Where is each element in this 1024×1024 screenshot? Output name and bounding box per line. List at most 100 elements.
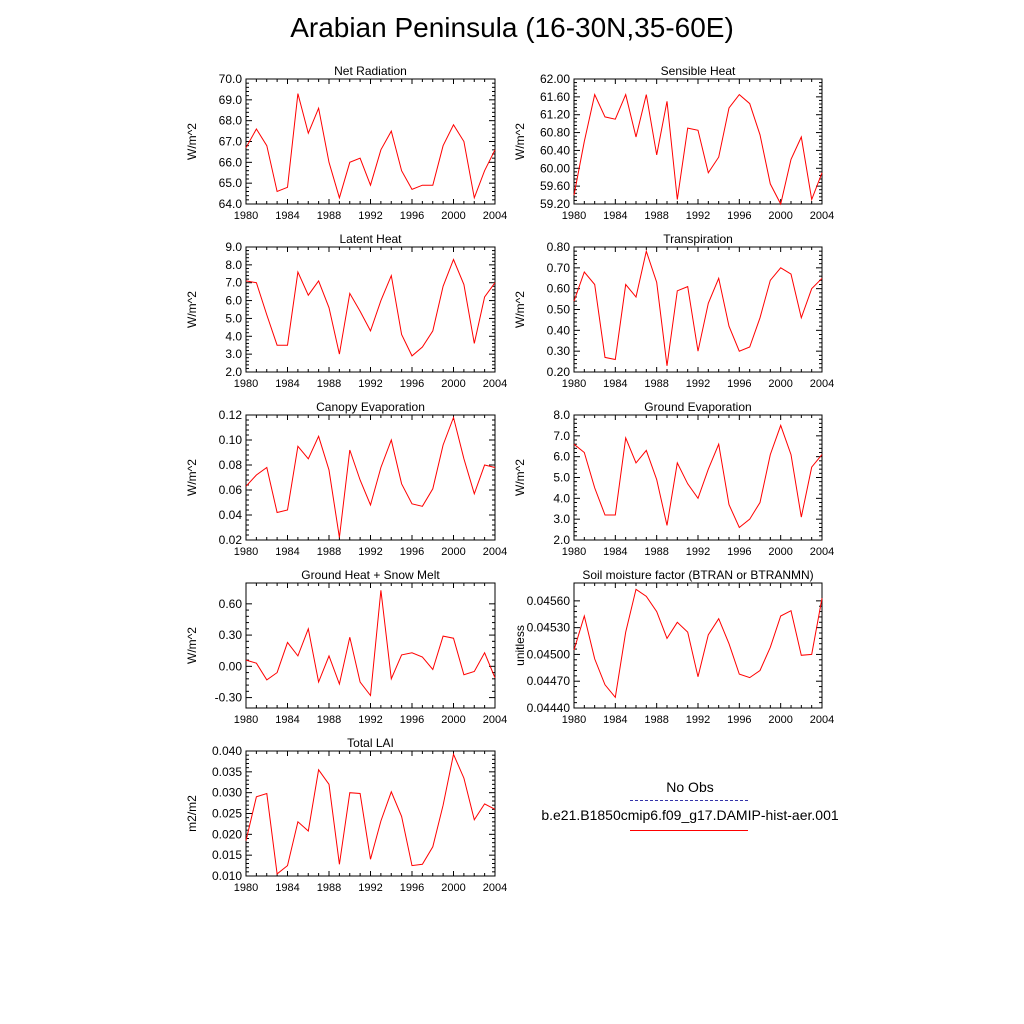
y-tick-label: 0.30 [547, 344, 571, 358]
plot-frame [245, 246, 496, 373]
panel-title: Sensible Heat [661, 64, 736, 78]
y-tick-label: 70.0 [219, 72, 243, 86]
y-axis-label: W/m^2 [185, 627, 199, 664]
y-tick-label: 0.04500 [527, 647, 571, 661]
x-tick-label: 2004 [483, 546, 507, 558]
y-tick-label: 0.04470 [527, 674, 571, 688]
x-tick-label: 1996 [727, 546, 751, 558]
y-tick-label: 0.10 [219, 433, 243, 447]
y-tick-label: 3.0 [553, 512, 570, 526]
x-tick-label: 1984 [275, 546, 299, 558]
y-tick-label: 0.04 [219, 508, 243, 522]
panel-title: Canopy Evaporation [316, 400, 425, 414]
y-tick-label: 0.06 [219, 483, 243, 497]
y-tick-label: 0.30 [219, 628, 243, 642]
plot-frame [573, 414, 823, 541]
x-tick-label: 1988 [644, 714, 668, 726]
y-tick-label: 67.0 [219, 135, 243, 149]
y-axis-label: W/m^2 [185, 123, 199, 160]
x-tick-label: 2000 [441, 882, 465, 894]
y-tick-label: 0.02 [219, 533, 243, 547]
plot-frame [245, 582, 496, 709]
x-tick-label: 1996 [400, 210, 424, 222]
x-tick-label: 2000 [441, 546, 465, 558]
x-tick-label: 1980 [562, 546, 586, 558]
y-tick-label: 61.20 [540, 108, 570, 122]
y-tick-label: 64.0 [219, 197, 243, 211]
y-tick-label: 5.0 [553, 471, 570, 485]
y-tick-label: 68.0 [219, 114, 243, 128]
y-tick-label: 4.0 [225, 329, 242, 343]
panel-title: Transpiration [663, 232, 733, 246]
x-tick-label: 1996 [727, 210, 751, 222]
legend-model-label: b.e21.B1850cmip6.f09_g17.DAMIP-hist-aer.… [541, 807, 839, 823]
x-tick-label: 1992 [358, 546, 382, 558]
legend-obs-label: No Obs [666, 779, 714, 795]
panel-5: Canopy Evaporation W/m^2 1980 1984 1988 1992 1… [185, 400, 507, 558]
y-tick-label: 65.0 [219, 176, 243, 190]
series-line [245, 93, 496, 200]
y-tick-label: 0.035 [212, 765, 242, 779]
x-tick-label: 2004 [483, 882, 507, 894]
x-tick-label: 1996 [400, 546, 424, 558]
y-tick-label: 7.0 [553, 429, 570, 443]
series-line [245, 590, 496, 697]
y-axis-label: unitless [513, 625, 527, 666]
x-tick-label: 1980 [562, 378, 586, 390]
y-tick-label: 0.12 [219, 408, 243, 422]
x-tick-label: 2004 [483, 210, 507, 222]
panel-9: Total LAI m2/m2 1980 1984 1988 1992 1996 2000 20… [185, 736, 507, 894]
y-tick-label: 9.0 [225, 240, 242, 254]
y-tick-label: 2.0 [225, 365, 242, 379]
x-tick-label: 2004 [483, 378, 507, 390]
y-tick-label: 62.00 [540, 72, 570, 86]
y-axis-label: m2/m2 [185, 795, 199, 832]
y-tick-label: 7.0 [225, 276, 242, 290]
x-tick-label: 1984 [603, 546, 627, 558]
y-tick-label: 8.0 [553, 408, 570, 422]
panel-7: Ground Heat + Snow Melt W/m^2 1980 1984 1988… [185, 568, 507, 726]
y-tick-label: 66.0 [219, 155, 243, 169]
series-line [245, 752, 496, 875]
y-tick-label: 69.0 [219, 93, 243, 107]
x-tick-label: 1980 [234, 378, 258, 390]
x-tick-label: 1984 [603, 378, 627, 390]
y-axis-label: W/m^2 [513, 459, 527, 496]
x-tick-label: 1988 [644, 378, 668, 390]
y-axis-label: W/m^2 [185, 291, 199, 328]
y-axis-label: W/m^2 [513, 291, 527, 328]
legend-model-line [630, 830, 748, 831]
panel-title: Ground Evaporation [644, 400, 751, 414]
x-tick-label: 2000 [441, 210, 465, 222]
series-line [573, 588, 823, 699]
y-tick-label: 0.015 [212, 848, 242, 862]
x-tick-label: 1992 [358, 210, 382, 222]
x-tick-label: 1992 [686, 378, 710, 390]
x-tick-label: 1988 [317, 546, 341, 558]
y-tick-label: 0.20 [547, 365, 571, 379]
x-tick-label: 1988 [317, 210, 341, 222]
y-tick-label: 0.60 [219, 597, 243, 611]
y-tick-label: 0.010 [212, 869, 242, 883]
x-tick-label: 2000 [768, 378, 792, 390]
x-tick-label: 1980 [562, 714, 586, 726]
x-tick-label: 1988 [644, 210, 668, 222]
y-tick-label: 0.60 [547, 282, 571, 296]
x-tick-label: 1988 [317, 882, 341, 894]
series-line [573, 93, 823, 206]
y-tick-label: 0.00 [219, 659, 243, 673]
series-line [245, 415, 496, 538]
panel-1: Net Radiation W/m^2 1980 1984 1988 1992 1996 20… [185, 64, 507, 222]
x-tick-label: 1980 [234, 714, 258, 726]
x-tick-label: 1980 [234, 210, 258, 222]
x-tick-label: 1992 [358, 714, 382, 726]
y-tick-label: 0.08 [219, 458, 243, 472]
panel-title: Soil moisture factor (BTRAN or BTRANMN) [582, 568, 813, 582]
series-line [573, 423, 823, 529]
y-axis-label: W/m^2 [185, 459, 199, 496]
y-tick-label: -0.30 [215, 691, 243, 705]
panel-title: Ground Heat + Snow Melt [301, 568, 440, 582]
panel-8: Soil moisture factor (BTRAN or BTRANMN) u… [513, 568, 834, 726]
x-tick-label: 1996 [400, 882, 424, 894]
